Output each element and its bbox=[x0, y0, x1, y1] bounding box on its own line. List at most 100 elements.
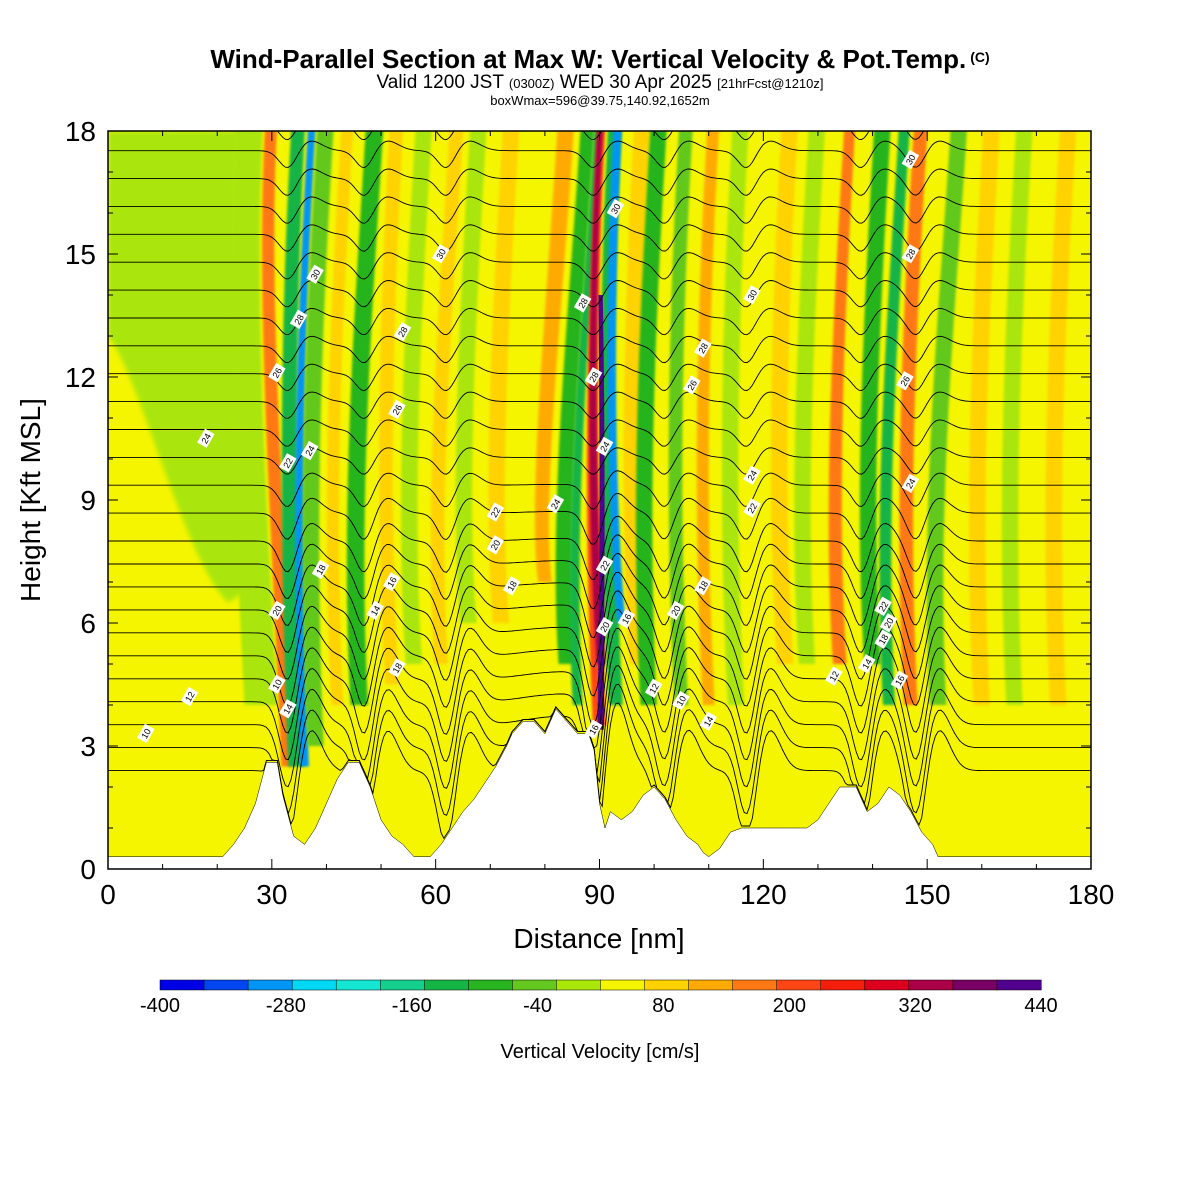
contour-label-bg bbox=[502, 576, 521, 596]
theta-contour-20 bbox=[108, 252, 1091, 280]
theta-contour-14 bbox=[108, 419, 1091, 447]
contour-label-bg bbox=[268, 674, 286, 694]
contour-label-bg bbox=[901, 149, 920, 170]
theta-contour-18 bbox=[108, 307, 1091, 336]
contour-label-bg bbox=[388, 399, 406, 420]
colorbar-swatch bbox=[820, 979, 866, 991]
contour-label: 24 bbox=[595, 436, 614, 457]
contour-label-text: 20 bbox=[669, 604, 683, 618]
contour-label: 26 bbox=[388, 399, 406, 420]
contour-label: 18 bbox=[502, 576, 521, 596]
theta-contour-11 bbox=[108, 493, 1091, 545]
contour-label: 28 bbox=[573, 293, 592, 313]
contour-label: 28 bbox=[584, 367, 603, 387]
contour-label-bg bbox=[268, 362, 286, 383]
theta-contour-26 bbox=[108, 85, 1091, 111]
contour-labels: 1012242010142622242830181416182628302220… bbox=[137, 149, 920, 744]
colorbar-swatch bbox=[908, 979, 954, 991]
colorbar-tick-label: 320 bbox=[898, 995, 931, 1017]
contour-label-text: 28 bbox=[292, 313, 306, 327]
y-tick-label: 15 bbox=[65, 239, 96, 270]
contour-label-text: 22 bbox=[746, 501, 760, 515]
contour-label: 28 bbox=[901, 244, 920, 264]
contour-label-text: 12 bbox=[827, 669, 841, 683]
contour-label: 18 bbox=[388, 658, 406, 678]
field-band-22 bbox=[696, 131, 720, 705]
contour-label-text: 26 bbox=[270, 366, 284, 380]
contour-label-bg bbox=[825, 666, 843, 686]
y-tick-label: 9 bbox=[80, 485, 96, 516]
contour-label-bg bbox=[486, 535, 505, 555]
colorbar-swatch bbox=[335, 979, 381, 991]
contour-label: 30 bbox=[431, 244, 450, 264]
contour-label-bg bbox=[890, 670, 909, 690]
contour-label: 10 bbox=[672, 690, 690, 711]
x-tick-label: 60 bbox=[420, 879, 451, 910]
contour-label-text: 10 bbox=[270, 678, 284, 692]
contour-label-bg bbox=[874, 596, 892, 617]
colorbar-swatch bbox=[776, 979, 822, 991]
contour-label-bg bbox=[672, 690, 690, 711]
contour-label-text: 26 bbox=[685, 378, 699, 392]
x-tick-label: 120 bbox=[740, 879, 787, 910]
colorbar-tick-label: 440 bbox=[1024, 995, 1057, 1017]
contour-label-text: 24 bbox=[549, 497, 563, 511]
y-tick-label: 0 bbox=[80, 854, 96, 885]
field-band-30 bbox=[926, 131, 967, 705]
theta-contour-13 bbox=[108, 447, 1091, 475]
theta-contour-3 bbox=[108, 646, 1091, 775]
contour-label-bg bbox=[311, 559, 330, 580]
colorbar-swatch bbox=[512, 979, 558, 991]
theta-contours bbox=[108, 2, 1091, 840]
contour-label: 30 bbox=[743, 285, 761, 305]
theta-contour-28 bbox=[108, 30, 1091, 56]
contour-label: 16 bbox=[890, 670, 909, 690]
axes: 0 30 60 90 120 150 180 0 3 6 9 12 15 18 bbox=[65, 116, 1115, 910]
colorbar: -400 -280 -160 -40 80 200 320 440 bbox=[140, 979, 1058, 1017]
contour-label-bg bbox=[595, 617, 614, 637]
contour-label-bg bbox=[743, 498, 761, 518]
field-band-26 bbox=[828, 131, 855, 664]
contour-label-text: 24 bbox=[746, 469, 760, 483]
x-tick-label: 180 bbox=[1068, 879, 1115, 910]
contour-label: 20 bbox=[666, 600, 685, 621]
contour-label-text: 14 bbox=[281, 702, 295, 716]
theta-contour-7 bbox=[108, 571, 1091, 668]
contour-label-text: 18 bbox=[391, 661, 405, 675]
contour-label-bg bbox=[393, 321, 412, 342]
field-band-10 bbox=[455, 131, 487, 623]
colorbar-label: Vertical Velocity [cm/s] bbox=[501, 1041, 700, 1063]
contour-label-bg bbox=[694, 338, 712, 358]
contour-label: 24 bbox=[546, 494, 565, 514]
contour-label: 28 bbox=[289, 309, 308, 330]
theta-contour-29 bbox=[108, 2, 1091, 28]
theta-contour-2 bbox=[108, 665, 1091, 789]
contour-label: 30 bbox=[901, 149, 920, 170]
field-band-21 bbox=[668, 131, 693, 705]
contour-label: 26 bbox=[268, 362, 286, 383]
x-axis-label: Distance [nm] bbox=[513, 923, 684, 954]
contour-label-bg bbox=[268, 600, 286, 621]
contour-label-text: 12 bbox=[183, 690, 197, 704]
colorbar-swatch bbox=[468, 979, 513, 991]
colorbar-tick-label: -40 bbox=[523, 995, 552, 1017]
contour-label-bg bbox=[300, 440, 319, 461]
valid-time-line: Valid 1200 JST (0300Z) WED 30 Apr 2025 [… bbox=[0, 72, 1200, 94]
contour-label-bg bbox=[197, 428, 215, 448]
contour-label-bg bbox=[388, 658, 406, 678]
contour-label-text: 20 bbox=[882, 616, 896, 630]
contour-label: 28 bbox=[393, 321, 412, 342]
colorbar-swatch bbox=[247, 979, 293, 991]
field-band-12 bbox=[534, 131, 574, 582]
contour-label-text: 28 bbox=[396, 325, 410, 339]
field-band-16 bbox=[589, 131, 606, 664]
contour-label-bg bbox=[306, 264, 324, 284]
field-band-25 bbox=[794, 131, 825, 664]
contour-label-text: 28 bbox=[587, 370, 601, 384]
contour-label-bg bbox=[857, 654, 876, 674]
field-band-18 bbox=[607, 131, 626, 623]
contour-label: 30 bbox=[306, 264, 324, 284]
theta-contour-12 bbox=[108, 470, 1091, 510]
contour-label-text: 20 bbox=[489, 538, 503, 552]
